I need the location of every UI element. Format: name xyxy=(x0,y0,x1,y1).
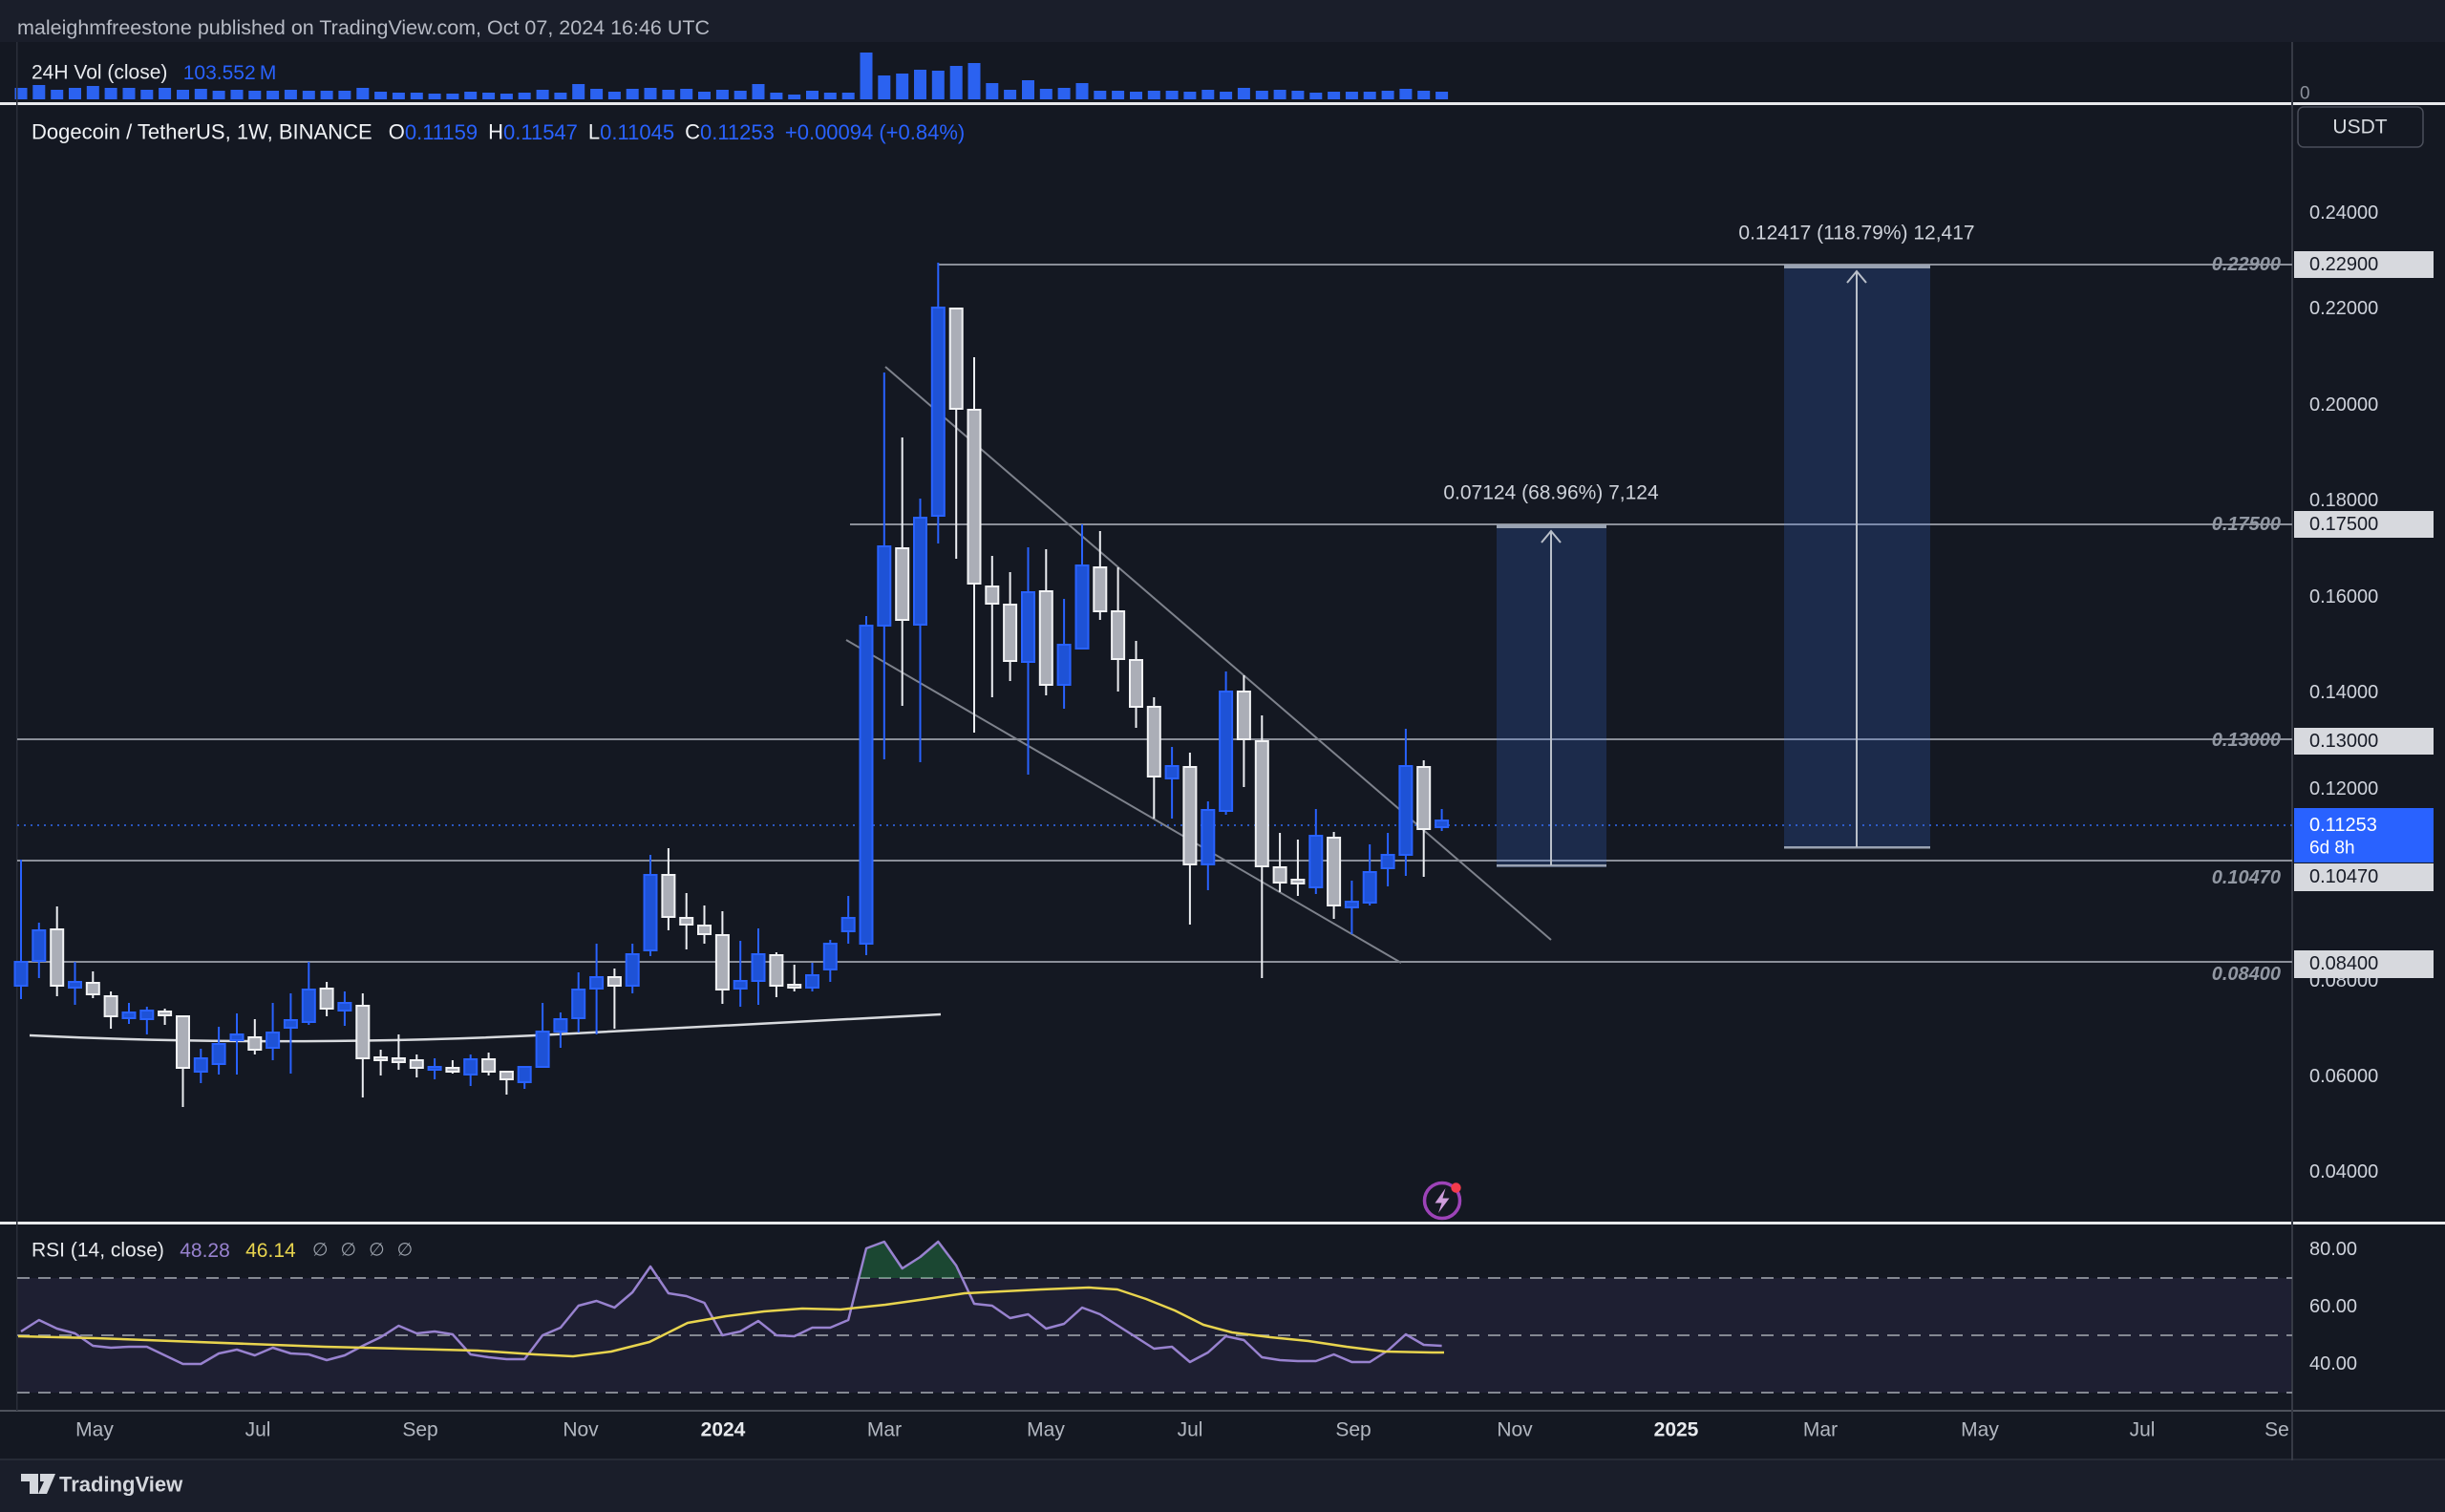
svg-text:TradingView: TradingView xyxy=(59,1473,183,1497)
svg-text:0.10470: 0.10470 xyxy=(2212,867,2281,888)
svg-text:Mar: Mar xyxy=(1803,1419,1838,1441)
svg-text:80.00: 80.00 xyxy=(2309,1239,2357,1260)
svg-text:40.00: 40.00 xyxy=(2309,1353,2357,1374)
svg-text:0.24000: 0.24000 xyxy=(2309,202,2378,224)
svg-text:0.08400: 0.08400 xyxy=(2309,953,2378,974)
svg-text:0.08400: 0.08400 xyxy=(2212,964,2281,985)
svg-text:maleighmfreestone published on: maleighmfreestone published on TradingVi… xyxy=(17,16,710,39)
svg-text:0.07124 (68.96%) 7,124: 0.07124 (68.96%) 7,124 xyxy=(1443,482,1659,504)
svg-text:∅∅∅∅: ∅∅∅∅ xyxy=(312,1241,425,1261)
svg-text:0.22900: 0.22900 xyxy=(2212,254,2281,275)
svg-text:Nov: Nov xyxy=(563,1419,599,1441)
svg-text:May: May xyxy=(75,1419,114,1441)
svg-text:Dogecoin / TetherUS, 1W, BINAN: Dogecoin / TetherUS, 1W, BINANCE O0.1115… xyxy=(32,120,965,144)
svg-text:0.12000: 0.12000 xyxy=(2309,778,2378,799)
svg-text:2024: 2024 xyxy=(701,1419,746,1441)
svg-text:Sep: Sep xyxy=(1335,1419,1371,1441)
svg-text:6d 8h: 6d 8h xyxy=(2309,839,2355,859)
svg-text:60.00: 60.00 xyxy=(2309,1296,2357,1317)
svg-text:0.11253: 0.11253 xyxy=(2309,815,2377,836)
svg-text:May: May xyxy=(1961,1419,1999,1441)
svg-text:0.13000: 0.13000 xyxy=(2212,730,2281,751)
svg-text:24H Vol (close) 103.552 M: 24H Vol (close) 103.552 M xyxy=(32,62,276,84)
svg-text:Mar: Mar xyxy=(867,1419,902,1441)
svg-text:Sep: Sep xyxy=(402,1419,437,1441)
svg-text:Se: Se xyxy=(2264,1419,2289,1441)
svg-text:Jul: Jul xyxy=(1178,1419,1203,1441)
svg-text:0.16000: 0.16000 xyxy=(2309,586,2378,607)
svg-text:RSI (14, close) 48.28 46.14: RSI (14, close) 48.28 46.14 xyxy=(32,1240,296,1262)
svg-text:0.20000: 0.20000 xyxy=(2309,394,2378,415)
svg-text:Jul: Jul xyxy=(245,1419,271,1441)
svg-text:0: 0 xyxy=(2300,84,2310,104)
svg-text:0.06000: 0.06000 xyxy=(2309,1066,2378,1087)
svg-text:May: May xyxy=(1027,1419,1065,1441)
svg-text:0.22900: 0.22900 xyxy=(2309,254,2378,275)
svg-text:0.22000: 0.22000 xyxy=(2309,298,2378,319)
svg-text:Jul: Jul xyxy=(2130,1419,2156,1441)
svg-text:0.13000: 0.13000 xyxy=(2309,731,2378,752)
svg-text:2025: 2025 xyxy=(1654,1419,1699,1441)
svg-text:0.14000: 0.14000 xyxy=(2309,682,2378,703)
svg-text:0.10470: 0.10470 xyxy=(2309,866,2378,887)
svg-text:0.18000: 0.18000 xyxy=(2309,490,2378,511)
svg-text:0.04000: 0.04000 xyxy=(2309,1161,2378,1182)
svg-text:0.12417 (118.79%) 12,417: 0.12417 (118.79%) 12,417 xyxy=(1738,223,1974,245)
svg-text:0.17500: 0.17500 xyxy=(2309,514,2378,535)
svg-text:USDT: USDT xyxy=(2332,117,2387,138)
svg-text:0.17500: 0.17500 xyxy=(2212,514,2281,535)
svg-text:Nov: Nov xyxy=(1497,1419,1533,1441)
